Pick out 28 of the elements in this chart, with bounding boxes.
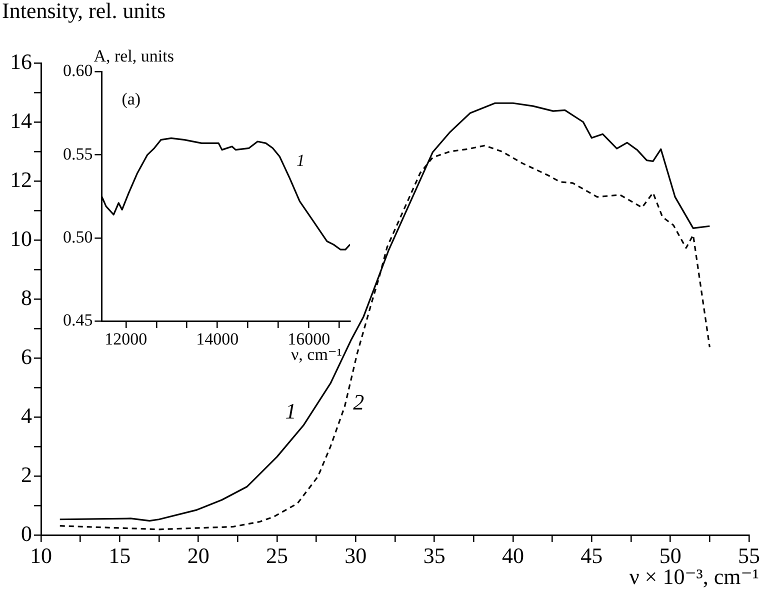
series-label: 1	[296, 150, 305, 170]
series-label: 1	[285, 398, 296, 424]
y-tick-label: 14	[10, 108, 32, 133]
y-tick-label: 0.55	[62, 144, 93, 164]
y-tick-label: 4	[21, 402, 32, 428]
y-axis-title: Intensity, rel. units	[2, 0, 166, 23]
y-tick-label: 16	[10, 48, 32, 74]
y-tick-label: 8	[21, 284, 32, 310]
x-tick-label: 40	[502, 542, 524, 568]
x-tick-label: 45	[580, 542, 603, 568]
x-tick-label: 12000	[104, 330, 148, 349]
x-tick-label: 14000	[196, 330, 239, 349]
x-tick-label: 35	[423, 542, 446, 568]
y-tick-label: 0.60	[62, 61, 93, 80]
y-tick-label: 12	[10, 166, 32, 192]
annotation: (a)	[122, 90, 141, 109]
x-tick-label: 25	[266, 542, 288, 568]
y-axis-title: A, rel, units	[94, 46, 174, 66]
x-tick-label: 15	[108, 542, 131, 568]
y-tick-label: 0.45	[62, 310, 93, 330]
series-label: 2	[353, 389, 364, 414]
x-tick-label: 20	[187, 542, 210, 568]
y-tick-label: 2	[21, 462, 32, 487]
y-tick-label: 0.50	[62, 227, 93, 246]
y-tick-label: 6	[21, 344, 32, 369]
y-tick-label: 0	[21, 520, 32, 546]
x-tick-label: 30	[344, 542, 367, 568]
y-tick-label: 10	[10, 226, 32, 251]
